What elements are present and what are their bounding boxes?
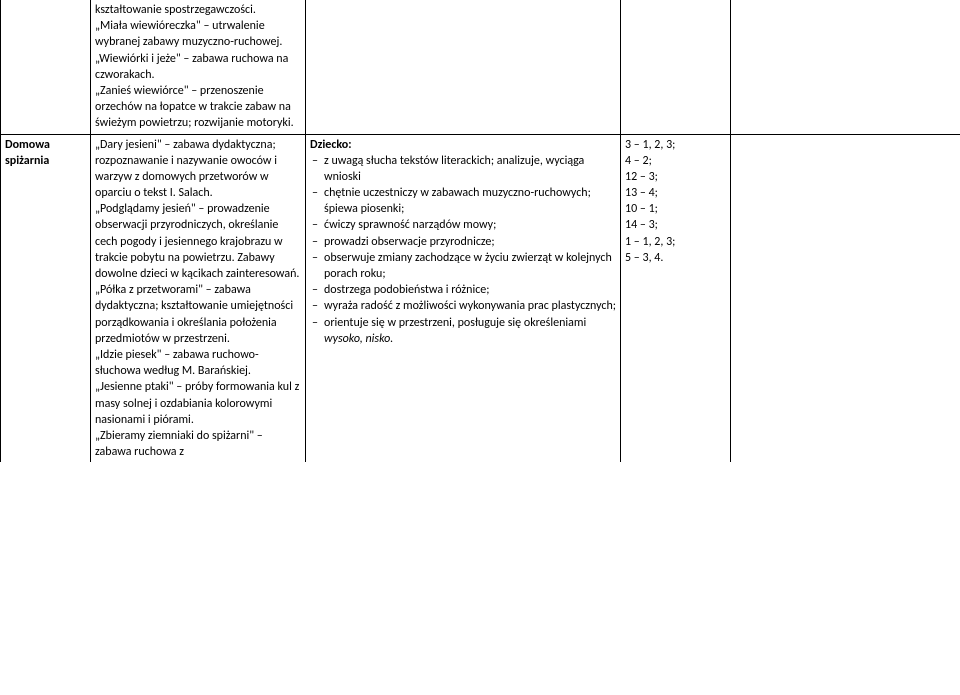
achievement-item: ćwiczy sprawność narządów mowy;	[324, 217, 616, 233]
achievement-italic-term: wysoko, nisko.	[324, 332, 393, 346]
indicator-line: 1 – 1, 2, 3;	[625, 234, 726, 250]
achievements-list: z uwagą słucha tekstów literackich; anal…	[310, 153, 616, 347]
cell-indicators	[621, 0, 731, 134]
achievement-item: chętnie uczestniczy w zabawach muzyczno-…	[324, 185, 616, 217]
indicator-line: 14 – 3;	[625, 217, 726, 233]
achievements-head: Dziecko:	[310, 138, 352, 152]
table-row: kształtowanie spostrzegawczości.„Miała w…	[1, 0, 960, 134]
cell-topic	[1, 0, 91, 134]
indicator-line: 4 – 2;	[625, 153, 726, 169]
indicator-line: 3 – 1, 2, 3;	[625, 137, 726, 153]
achievement-item: wyraża radość z możliwości wykonywania p…	[324, 298, 616, 314]
activity-item: „Półka z przetworami" – zabawa dydaktycz…	[95, 282, 301, 347]
achievement-item: dostrzega podobieństwa i różnice;	[324, 282, 616, 298]
cell-activities: „Dary jesieni" – zabawa dydaktyczna; roz…	[91, 134, 306, 462]
achievement-item: prowadzi obserwacje przyrodnicze;	[324, 234, 616, 250]
achievement-item: obserwuje zmiany zachodzące w życiu zwie…	[324, 250, 616, 282]
indicator-line: 13 – 4;	[625, 185, 726, 201]
cell-notes	[731, 0, 960, 134]
cell-achievements: Dziecko: z uwagą słucha tekstów literack…	[306, 134, 621, 462]
activity-item: „Wiewiórki i jeże" – zabawa ruchowa na c…	[95, 51, 301, 83]
cell-notes	[731, 134, 960, 462]
achievement-item: orientuje się w przestrzeni, posługuje s…	[324, 315, 616, 347]
activity-item: „Idzie piesek" – zabawa ruchowo-słuchowa…	[95, 347, 301, 379]
indicator-line: 5 – 3, 4.	[625, 250, 726, 266]
achievement-item: z uwagą słucha tekstów literackich; anal…	[324, 153, 616, 185]
activity-item: „Podglądamy jesień" – prowadzenie obserw…	[95, 201, 301, 282]
cell-indicators: 3 – 1, 2, 3;4 – 2;12 – 3;13 – 4;10 – 1;1…	[621, 134, 731, 462]
activity-item: „Zbieramy ziemniaki do spiżarni" – zabaw…	[95, 428, 301, 460]
cell-activities: kształtowanie spostrzegawczości.„Miała w…	[91, 0, 306, 134]
indicator-line: 12 – 3;	[625, 169, 726, 185]
activity-item: „Miała wiewióreczka" – utrwalenie wybran…	[95, 18, 301, 50]
activity-item: „Jesienne ptaki" – próby formowania kul …	[95, 379, 301, 428]
indicator-line: 10 – 1;	[625, 201, 726, 217]
cell-topic: Domowa spiżarnia	[1, 134, 91, 462]
topic-line-1: Domowa	[5, 138, 50, 152]
curriculum-table: kształtowanie spostrzegawczości.„Miała w…	[0, 0, 960, 462]
topic-line-2: spiżarnia	[5, 154, 49, 168]
activity-item: „Zanieś wiewiórce" – przenoszenie orzech…	[95, 83, 301, 132]
cell-achievements	[306, 0, 621, 134]
table-row: Domowa spiżarnia „Dary jesieni" – zabawa…	[1, 134, 960, 462]
activity-item: „Dary jesieni" – zabawa dydaktyczna; roz…	[95, 137, 301, 202]
activity-item: kształtowanie spostrzegawczości.	[95, 2, 301, 18]
